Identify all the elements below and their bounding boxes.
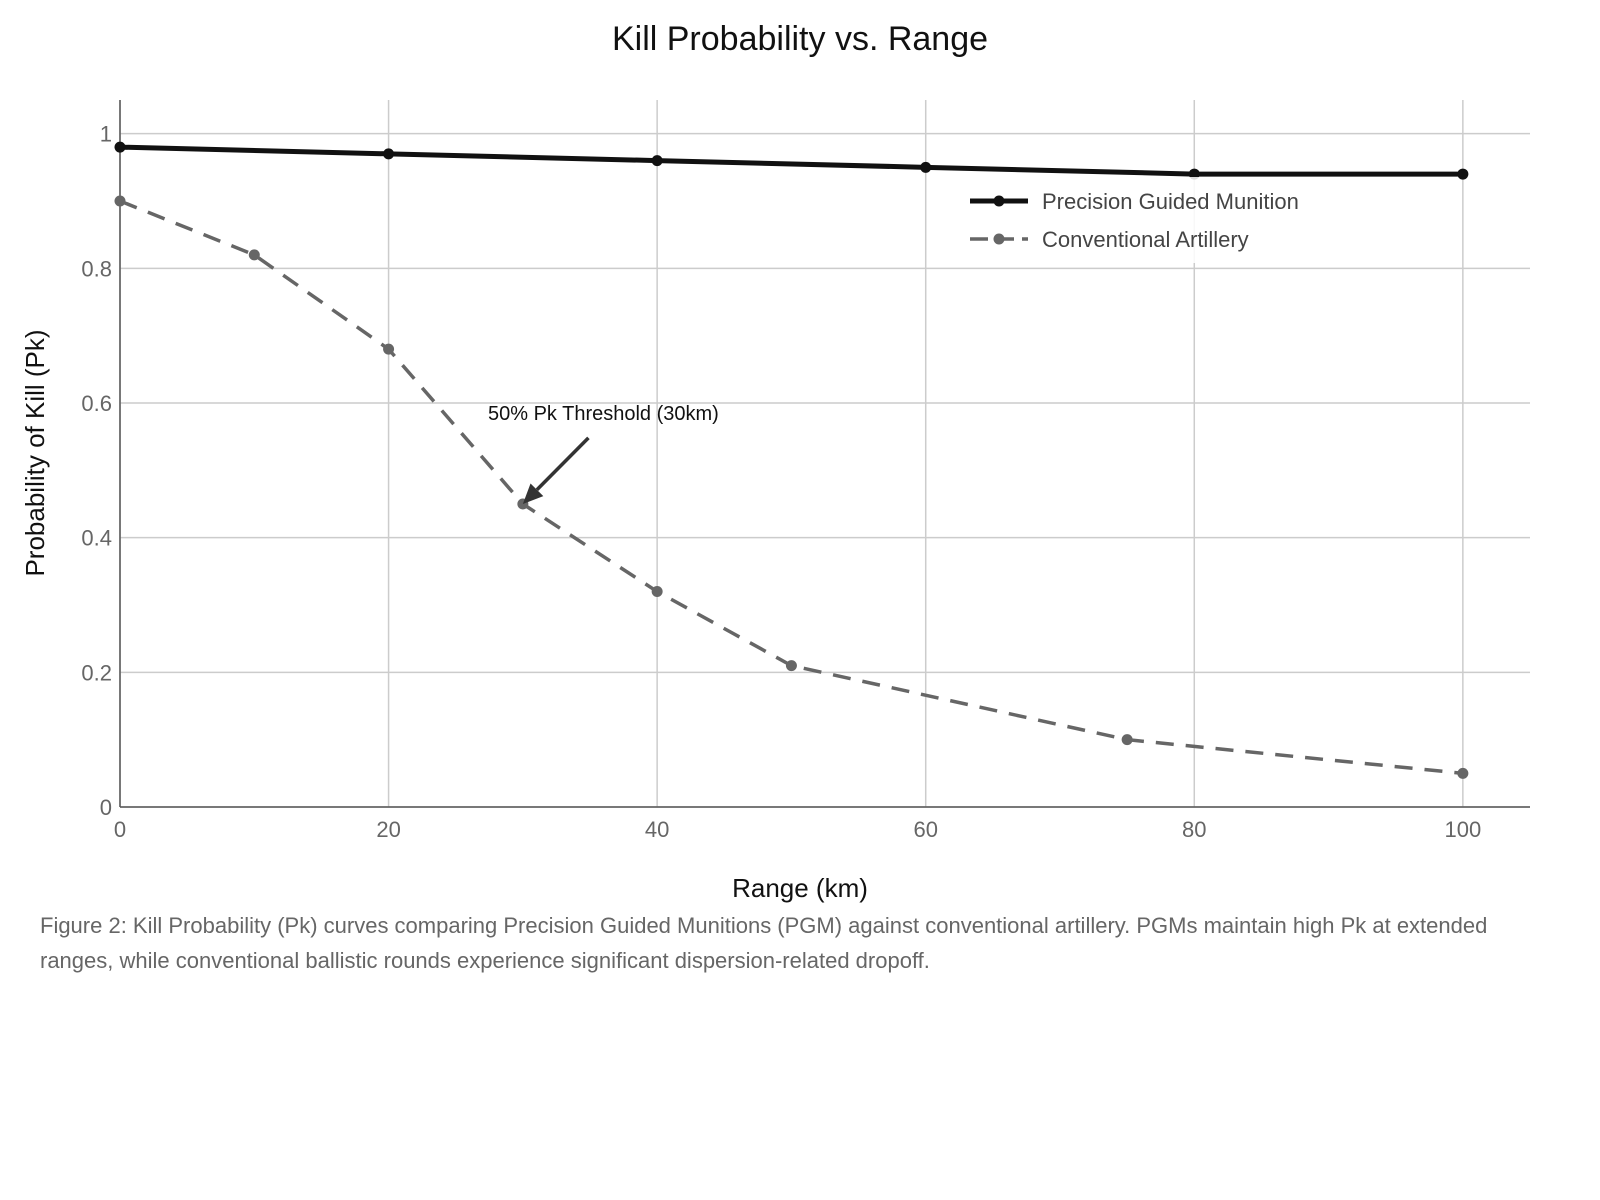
series-line-1 [119,199,1464,776]
axes: 0 20 40 60 80 100 0 0.2 0.4 0.6 0.8 1 [81,100,1530,842]
data-point-1 [114,195,126,207]
annotation-arrow-shaft [535,436,590,492]
data-point-0 [1457,168,1469,180]
data-point-1 [248,249,260,261]
data-point-1 [1121,734,1133,746]
legend: Precision Guided Munition Conventional Ar… [960,177,1340,263]
data-point-0 [383,148,395,160]
data-point-0 [1188,168,1200,180]
annotation-layer: 50% Pk Threshold (30km) [488,403,719,504]
y-tick-label: 0.6 [81,391,112,416]
y-tick-label: 0 [100,795,112,820]
chart-title: Kill Probability vs. Range [612,20,988,58]
y-tick-label: 0.2 [81,660,112,685]
annotation-text: 50% Pk Threshold (30km) [488,403,719,425]
legend-background [960,177,1340,263]
figure-caption: Figure 2: Kill Probability (Pk) curves c… [40,913,1488,973]
data-point-1 [651,586,663,598]
x-axis-label: Range (km) [732,873,868,903]
data-point-0 [114,141,126,153]
legend-swatch-marker-1 [993,233,1005,245]
annotation-arrow-head [522,483,544,504]
data-point-1 [785,660,797,672]
x-tick-label: 60 [913,817,937,842]
data-point-1 [1457,767,1469,779]
x-tick-label: 100 [1444,817,1481,842]
y-tick-label: 1 [100,122,112,147]
x-tick-label: 20 [376,817,400,842]
series-line-0 [119,144,1463,177]
y-tick-label: 0.8 [81,256,112,281]
data-point-0 [920,161,932,173]
legend-swatch-marker-0 [993,195,1005,207]
series-layer [114,141,1469,779]
legend-entry-label: Precision Guided Munition [1042,189,1299,214]
x-tick-label: 40 [645,817,669,842]
x-tick-label: 0 [114,817,126,842]
data-point-1 [383,343,395,355]
x-tick-label: 80 [1182,817,1206,842]
data-point-0 [651,155,663,167]
y-axis-label: Probability of Kill (Pk) [20,329,50,576]
y-tick-label: 0.4 [81,526,112,551]
legend-entry-label: Conventional Artillery [1042,227,1249,252]
